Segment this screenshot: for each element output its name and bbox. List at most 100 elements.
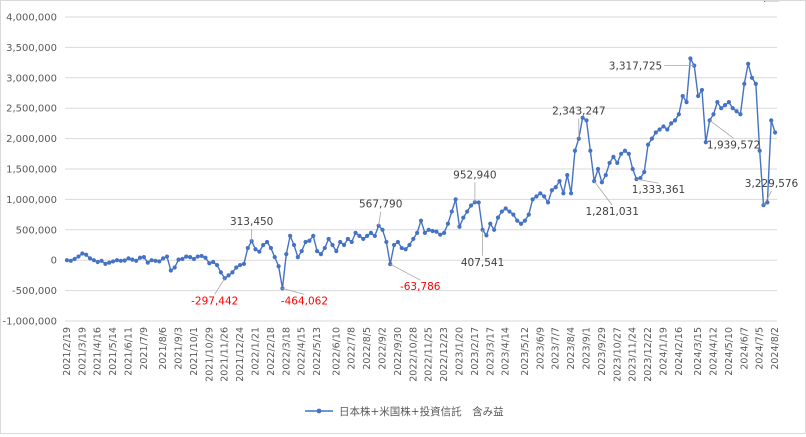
x-tick-label: 2022/8/5 [362,327,373,370]
x-tick-label: 2022/6/10 [331,327,342,376]
data-point [391,242,397,248]
data-point [261,242,266,248]
data-point [72,256,77,262]
x-tick-label: 2022/9/30 [393,327,404,376]
y-tick-label: -500,000 [12,286,57,297]
data-point [461,215,466,220]
data-point [349,239,354,245]
data-point [141,255,146,260]
data-point [99,258,104,263]
annotation-leader-line [763,190,772,206]
x-tick-label: 2021/12/24 [235,327,246,382]
annotation-leader-line [390,263,421,281]
data-point [488,221,493,226]
data-point [91,258,96,263]
data-point [218,270,223,275]
data-point [380,227,385,232]
data-point [211,259,216,265]
data-point [257,249,262,254]
data-point [245,245,250,251]
data-point [772,130,778,135]
data-point [230,270,235,275]
annotation-label: 1,281,031 [585,206,638,218]
data-point [457,224,462,229]
data-point [176,257,181,262]
x-tick-label: 2024/4/12 [708,327,719,376]
y-axis-tick-labels: -1,000,000 -500,000 0 500,000 1,000,000 1,500… [2,13,57,328]
annotation-label: 905,091 [743,1,786,4]
data-point [168,268,173,273]
data-label-annotations: 313,450 -297,442 -464,062 567,790 -63,786 952… [191,0,798,307]
x-tick-label: 2021/5/14 [108,327,119,376]
y-tick-label: -1,000,000 [2,317,57,328]
data-point [291,242,297,248]
data-point [157,259,162,264]
data-point [330,242,335,248]
data-point [699,87,705,93]
data-point [492,227,497,232]
data-point [238,262,243,268]
x-axis-tick-labels: 2021/2/19 2021/3/19 2021/4/16 2021/5/14 2021… [62,327,781,382]
data-point [645,142,651,147]
x-tick-label: 2023/2/17 [470,327,481,376]
data-point [588,148,593,153]
data-point [507,209,512,214]
data-point [288,233,293,238]
data-point [272,255,277,260]
data-point [80,251,85,256]
data-point [322,245,327,251]
data-point [180,256,185,262]
data-point [84,252,89,257]
data-point [76,254,81,259]
annotation-label: 1,939,572 [707,139,760,151]
data-point [107,260,112,265]
x-tick-label: 2022/3/18 [281,327,292,376]
data-point [619,151,624,156]
data-point [111,259,116,264]
data-point [749,75,755,80]
x-tick-label: 2024/6/7 [739,327,750,370]
data-point [64,258,70,263]
data-point [611,154,616,159]
data-point [595,166,601,172]
data-point [665,127,670,132]
data-point [722,103,728,108]
data-point [549,188,554,193]
legend-point-marker [316,408,322,414]
data-point [453,197,458,202]
data-point [584,118,589,123]
series-points [64,56,778,291]
data-point [630,166,635,172]
data-point [580,115,585,120]
data-point [495,215,501,220]
data-point [511,212,516,217]
data-point [561,191,566,196]
data-point [684,100,689,105]
annotation-leader-line [378,211,382,226]
data-point [114,258,120,263]
data-point [203,255,208,260]
data-point [726,100,731,105]
data-point [68,258,73,263]
data-point [134,258,139,263]
data-point [515,218,520,223]
legend: 日本株+米国株+投資信託 含み益 [305,405,504,418]
data-point [769,118,774,123]
x-tick-label: 2023/4/14 [501,327,512,376]
data-point [87,256,93,261]
data-point [738,112,743,117]
annotation-label: 407,541 [461,257,504,269]
x-tick-label: 2022/10/28 [408,327,419,382]
annotation-label: 1,333,361 [632,184,685,196]
data-point [357,233,362,238]
x-tick-label: 2021/2/19 [62,327,73,376]
annotation-label: 2,343,247 [552,106,605,118]
data-point [734,109,739,114]
annotation-leader-line [709,120,734,139]
data-point [226,273,231,278]
data-point [399,245,404,251]
annotation-label: -63,786 [400,281,441,293]
data-point [742,81,747,86]
y-tick-label: 2,000,000 [6,134,57,145]
data-point [542,194,547,199]
